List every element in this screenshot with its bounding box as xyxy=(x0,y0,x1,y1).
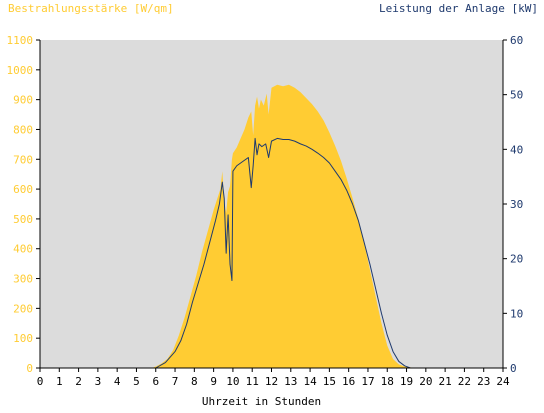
x-tick-label: 9 xyxy=(210,375,217,388)
x-tick-label: 23 xyxy=(477,375,490,388)
x-tick-label: 8 xyxy=(191,375,198,388)
x-tick-label: 15 xyxy=(323,375,336,388)
x-tick-label: 3 xyxy=(95,375,102,388)
x-tick-label: 14 xyxy=(303,375,317,388)
x-tick-label: 2 xyxy=(75,375,82,388)
x-tick-label: 21 xyxy=(439,375,452,388)
right-tick-label: 10 xyxy=(510,307,523,320)
power-series-group xyxy=(40,137,503,369)
right-tick-label: 50 xyxy=(510,89,523,102)
x-tick-label: 1 xyxy=(56,375,63,388)
left-tick-label: 500 xyxy=(13,213,33,226)
x-tick-label: 7 xyxy=(172,375,179,388)
x-tick-label: 20 xyxy=(419,375,432,388)
x-tick-label: 6 xyxy=(152,375,159,388)
x-axis-title: Uhrzeit in Stunden xyxy=(202,395,321,408)
irradiance-series-group xyxy=(40,84,503,368)
right-tick-label: 20 xyxy=(510,253,523,266)
left-tick-label: 1100 xyxy=(7,34,34,47)
left-tick-label: 300 xyxy=(13,273,33,286)
right-tick-label: 60 xyxy=(510,34,523,47)
axes-group: 0100200300400500600700800900100011000102… xyxy=(7,34,524,388)
x-tick-label: 10 xyxy=(226,375,239,388)
left-tick-label: 400 xyxy=(13,243,33,256)
right-tick-label: 0 xyxy=(510,362,517,375)
x-tick-label: 13 xyxy=(284,375,297,388)
x-tick-label: 4 xyxy=(114,375,121,388)
left-tick-label: 1000 xyxy=(7,64,34,77)
right-tick-label: 40 xyxy=(510,143,523,156)
left-tick-label: 600 xyxy=(13,183,33,196)
x-tick-label: 0 xyxy=(37,375,44,388)
x-tick-label: 24 xyxy=(496,375,510,388)
right-axis-title: Leistung der Anlage [kW] xyxy=(379,2,538,15)
left-tick-label: 700 xyxy=(13,153,33,166)
x-tick-label: 5 xyxy=(133,375,140,388)
left-tick-label: 0 xyxy=(26,362,33,375)
left-tick-label: 900 xyxy=(13,94,33,107)
power-line xyxy=(40,137,503,369)
x-tick-label: 11 xyxy=(246,375,259,388)
right-tick-label: 30 xyxy=(510,198,523,211)
x-tick-label: 17 xyxy=(361,375,374,388)
x-tick-label: 22 xyxy=(458,375,471,388)
left-tick-label: 200 xyxy=(13,302,33,315)
x-tick-label: 19 xyxy=(400,375,413,388)
irradiance-area xyxy=(40,84,503,368)
x-tick-label: 12 xyxy=(265,375,278,388)
left-axis-title: Bestrahlungsstärke [W/qm] xyxy=(8,2,174,15)
left-tick-label: 800 xyxy=(13,123,33,136)
x-tick-label: 16 xyxy=(342,375,355,388)
x-tick-label: 18 xyxy=(381,375,394,388)
left-tick-label: 100 xyxy=(13,332,33,345)
